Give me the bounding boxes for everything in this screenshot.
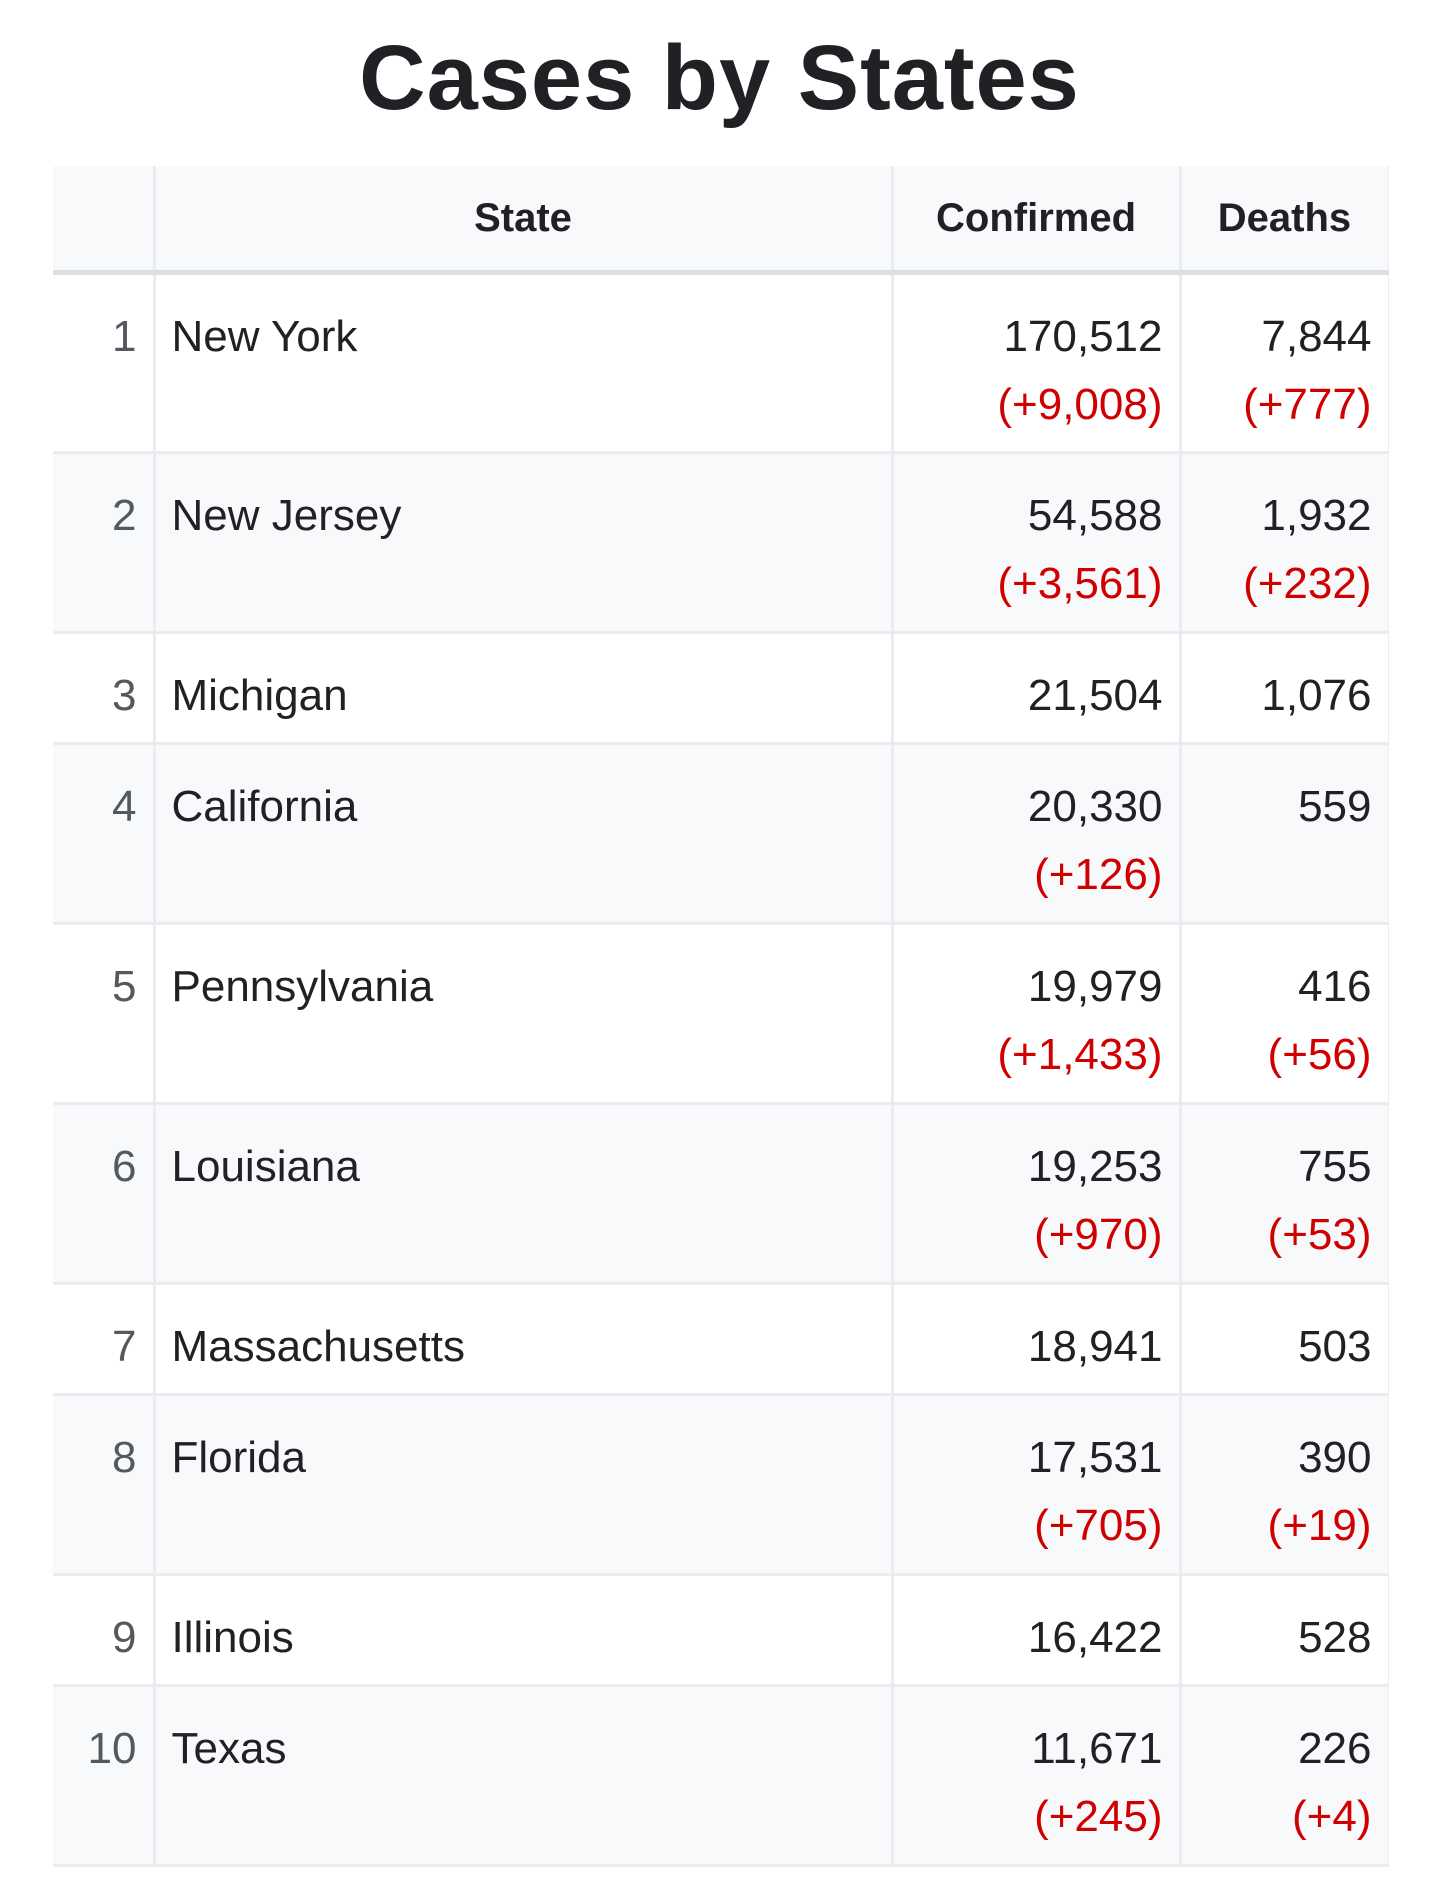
row-rank: 2 (53, 452, 156, 634)
deaths-column-header[interactable]: Deaths (1180, 166, 1389, 275)
page-title: Cases by States (359, 27, 1080, 129)
confirmed-cell: 11,671 (+245) (892, 1685, 1182, 1867)
confirmed-delta: (+1,433) (997, 1030, 1163, 1079)
header-row: State Confirmed Deaths (53, 166, 1389, 275)
row-rank: 4 (53, 743, 156, 925)
row-rank: 7 (53, 1283, 156, 1396)
confirmed-cell: 19,253 (+970) (892, 1103, 1182, 1285)
deaths-cell: 226 (+4) (1180, 1685, 1389, 1867)
row-rank: 8 (53, 1394, 156, 1576)
confirmed-value: 19,979 (1027, 962, 1163, 1011)
table-header: State Confirmed Deaths (53, 166, 1389, 275)
confirmed-delta: (+3,561) (997, 559, 1163, 608)
deaths-cell: 528 (1180, 1574, 1389, 1687)
row-rank: 6 (53, 1103, 156, 1285)
deaths-delta: (+4) (1292, 1792, 1372, 1841)
row-state-name: California (154, 743, 894, 925)
table-row: 6 Louisiana 19,253 (+970) 755 (+53) (53, 1103, 1389, 1285)
confirmed-delta: (+970) (1034, 1210, 1163, 1259)
confirmed-column-header[interactable]: Confirmed (892, 166, 1182, 275)
confirmed-cell: 21,504 (892, 632, 1182, 745)
confirmed-value: 20,330 (1027, 782, 1163, 831)
table-row: 3 Michigan 21,504 1,076 (53, 632, 1389, 745)
confirmed-cell: 54,588 (+3,561) (892, 452, 1182, 634)
confirmed-cell: 16,422 (892, 1574, 1182, 1687)
deaths-value: 528 (1298, 1613, 1372, 1662)
deaths-cell: 7,844 (+777) (1180, 272, 1389, 454)
table-row: 4 California 20,330 (+126) 559 (53, 743, 1389, 925)
confirmed-value: 11,671 (1031, 1724, 1163, 1773)
table-row: 7 Massachusetts 18,941 503 (53, 1283, 1389, 1396)
confirmed-cell: 18,941 (892, 1283, 1182, 1396)
row-state-name: Pennsylvania (154, 923, 894, 1105)
table-body: 1 New York 170,512 (+9,008) 7,844 (+777) 2 New … (53, 272, 1389, 1867)
deaths-value: 390 (1298, 1433, 1372, 1482)
row-rank: 1 (53, 272, 156, 454)
deaths-delta: (+777) (1243, 380, 1372, 429)
rank-column-header (53, 166, 156, 275)
deaths-delta: (+56) (1267, 1030, 1372, 1079)
confirmed-value: 18,941 (1027, 1322, 1163, 1371)
deaths-delta: (+19) (1267, 1501, 1372, 1550)
row-rank: 10 (53, 1685, 156, 1867)
confirmed-cell: 19,979 (+1,433) (892, 923, 1182, 1105)
row-rank: 3 (53, 632, 156, 745)
deaths-value: 755 (1298, 1142, 1372, 1191)
table-row: 1 New York 170,512 (+9,008) 7,844 (+777) (53, 272, 1389, 454)
confirmed-value: 19,253 (1027, 1142, 1163, 1191)
deaths-value: 559 (1298, 782, 1372, 831)
confirmed-delta: (+9,008) (997, 380, 1163, 429)
deaths-cell: 1,076 (1180, 632, 1389, 745)
row-state-name: Louisiana (154, 1103, 894, 1285)
table-row: 10 Texas 11,671 (+245) 226 (+4) (53, 1685, 1389, 1867)
table-row: 5 Pennsylvania 19,979 (+1,433) 416 (+56) (53, 923, 1389, 1105)
row-state-name: New York (154, 272, 894, 454)
cases-table-container: State Confirmed Deaths 1 New York 170,512 (… (53, 166, 1389, 1888)
confirmed-cell: 20,330 (+126) (892, 743, 1182, 925)
row-state-name: Florida (154, 1394, 894, 1576)
deaths-delta: (+53) (1267, 1210, 1372, 1259)
cases-table: State Confirmed Deaths 1 New York 170,512 (… (53, 166, 1389, 1867)
row-state-name: Illinois (154, 1574, 894, 1687)
deaths-value: 1,076 (1261, 671, 1372, 720)
deaths-cell: 416 (+56) (1180, 923, 1389, 1105)
deaths-cell: 559 (1180, 743, 1389, 925)
confirmed-value: 21,504 (1027, 671, 1163, 720)
confirmed-value: 170,512 (1003, 312, 1163, 361)
deaths-cell: 1,932 (+232) (1180, 452, 1389, 634)
table-row: 2 New Jersey 54,588 (+3,561) 1,932 (+232) (53, 452, 1389, 634)
deaths-cell: 503 (1180, 1283, 1389, 1396)
confirmed-value: 16,422 (1027, 1613, 1163, 1662)
state-column-header[interactable]: State (154, 166, 894, 275)
row-rank: 5 (53, 923, 156, 1105)
confirmed-value: 54,588 (1027, 491, 1163, 540)
deaths-value: 416 (1298, 962, 1372, 1011)
confirmed-delta: (+126) (1034, 850, 1163, 899)
row-state-name: Michigan (154, 632, 894, 745)
table-row: 8 Florida 17,531 (+705) 390 (+19) (53, 1394, 1389, 1576)
row-state-name: New Jersey (154, 452, 894, 634)
table-row: 9 Illinois 16,422 528 (53, 1574, 1389, 1687)
deaths-value: 226 (1298, 1724, 1372, 1773)
deaths-value: 503 (1298, 1322, 1372, 1371)
deaths-delta: (+232) (1243, 559, 1372, 608)
deaths-cell: 390 (+19) (1180, 1394, 1389, 1576)
confirmed-cell: 170,512 (+9,008) (892, 272, 1182, 454)
row-state-name: Massachusetts (154, 1283, 894, 1396)
confirmed-delta: (+245) (1034, 1792, 1163, 1841)
row-rank: 9 (53, 1574, 156, 1687)
confirmed-value: 17,531 (1027, 1433, 1163, 1482)
deaths-cell: 755 (+53) (1180, 1103, 1389, 1285)
row-state-name: Texas (154, 1685, 894, 1867)
deaths-value: 7,844 (1261, 312, 1372, 361)
confirmed-delta: (+705) (1034, 1501, 1163, 1550)
deaths-value: 1,932 (1261, 491, 1372, 540)
confirmed-cell: 17,531 (+705) (892, 1394, 1182, 1576)
